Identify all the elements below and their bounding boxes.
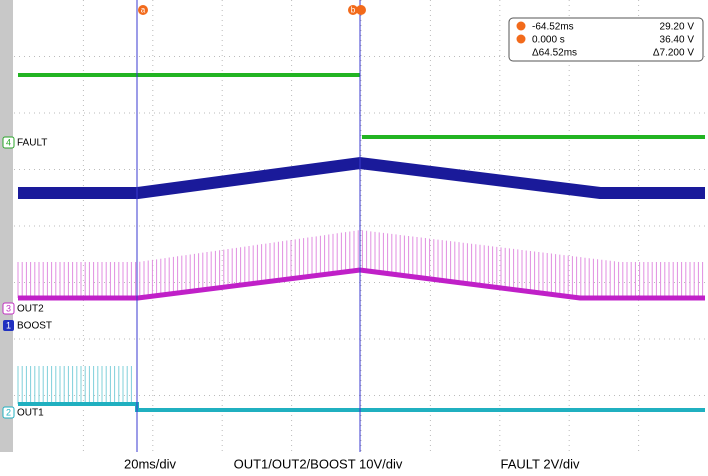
time-scale: 20ms/div — [124, 456, 177, 471]
fault-scale: FAULT 2V/div — [501, 456, 580, 471]
readout-voltage: 29.20 V — [660, 22, 695, 33]
cursor-b-marker — [348, 5, 358, 15]
channel-number: 2 — [6, 407, 11, 417]
channel-name: OUT1 — [17, 408, 44, 419]
channel-badge — [2, 136, 15, 149]
readout-b-icon — [516, 34, 526, 44]
channel-number: 4 — [6, 137, 11, 147]
readout-box — [508, 17, 704, 62]
trigger-marker — [356, 5, 366, 15]
readout-delta-voltage: Δ7.200 V — [653, 48, 694, 59]
cursor-a-marker — [138, 5, 148, 15]
channel-name: FAULT — [17, 138, 47, 149]
readout-time: 0.000 s — [532, 35, 565, 46]
out1-ripple — [17, 366, 132, 404]
readout-time: -64.52ms — [532, 22, 574, 33]
channel-3-label: 3 OUT2 — [2, 302, 44, 315]
channel-badge — [2, 302, 15, 315]
channel-number: 1 — [6, 320, 11, 330]
channel-1-label: 1 BOOST — [3, 320, 52, 332]
channel-4-label: 4 FAULT — [2, 136, 47, 149]
readout-delta-time: Δ64.52ms — [532, 48, 577, 59]
left-bar — [0, 0, 13, 452]
channel-number: 3 — [6, 303, 11, 313]
out2-ripple — [17, 230, 704, 298]
channel-name: OUT2 — [17, 304, 44, 315]
voltage-scale: OUT1/OUT2/BOOST 10V/div — [234, 456, 403, 471]
cursor-a-label: a — [141, 6, 146, 15]
readout-voltage: 36.40 V — [660, 35, 695, 46]
channel-name: BOOST — [17, 321, 52, 332]
channel-2-label: 2 OUT1 — [2, 406, 44, 419]
channel-badge — [3, 320, 14, 331]
channel-badge — [2, 406, 15, 419]
cursor-b-label: b — [351, 6, 356, 15]
cursor-readout: -64.52ms 29.20 V 0.000 s 36.40 V Δ64.52m… — [508, 17, 704, 62]
readout-a-icon — [516, 21, 526, 31]
